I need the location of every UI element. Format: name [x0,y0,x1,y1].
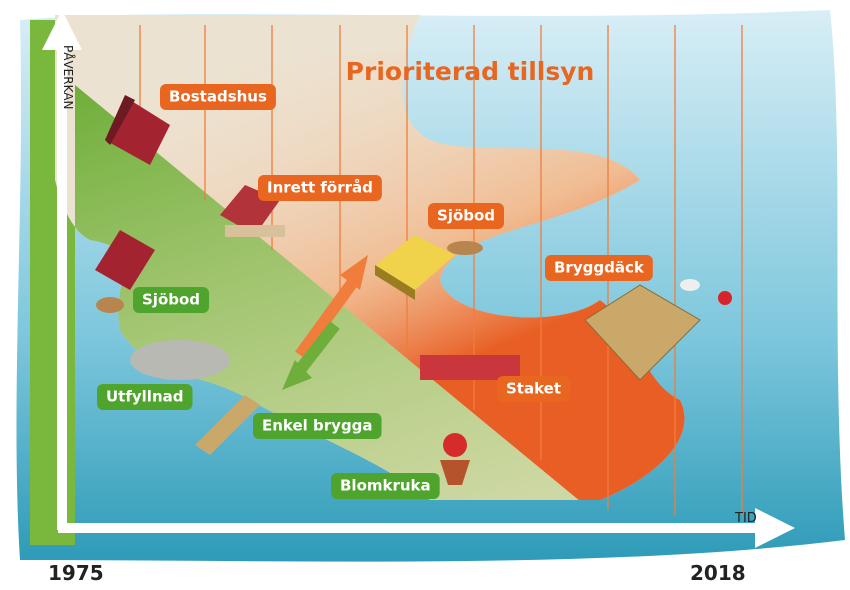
label-tag: Utfyllnad [97,384,192,410]
label-text: Blomkruka [340,477,431,495]
label-text: Sjöbod [437,207,495,225]
label-tag: Inrett förråd [258,175,382,201]
diagram: Prioriterad tillsyn PÅVERKAN TID 1975 20… [0,0,850,590]
label-text: Utfyllnad [106,388,183,406]
y-axis-label: PÅVERKAN [61,45,76,109]
label-tag: Enkel brygga [253,413,382,439]
end-year: 2018 [690,561,746,585]
label-tag: Bryggdäck [545,255,653,281]
label-text: Staket [506,380,561,398]
label-text: Bryggdäck [554,259,645,277]
start-year: 1975 [48,561,104,585]
label-text: Bostadshus [169,88,267,106]
label-tag: Staket [497,376,570,402]
label-text: Enkel brygga [262,417,373,435]
label-tag: Sjöbod [428,203,504,229]
title: Prioriterad tillsyn [346,57,595,86]
label-tag: Bostadshus [160,84,276,110]
label-tag: Blomkruka [331,473,440,499]
label-text: Sjöbod [142,291,200,309]
label-tag: Sjöbod [133,287,209,313]
x-axis-label: TID [734,511,757,526]
label-text: Inrett förråd [267,179,373,197]
